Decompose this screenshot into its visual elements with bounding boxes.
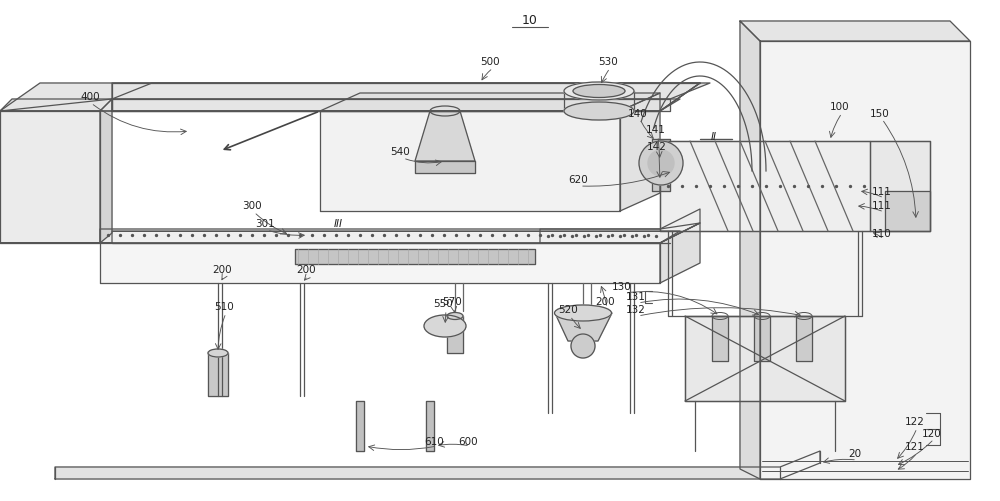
Polygon shape: [870, 142, 930, 231]
Polygon shape: [415, 112, 475, 162]
Text: 540: 540: [390, 147, 410, 157]
Text: 530: 530: [598, 57, 618, 67]
Polygon shape: [740, 22, 970, 42]
Polygon shape: [660, 142, 870, 231]
Polygon shape: [208, 353, 228, 396]
Polygon shape: [447, 316, 463, 353]
Text: 570: 570: [442, 297, 462, 307]
Text: 620: 620: [568, 175, 588, 185]
Polygon shape: [885, 191, 930, 231]
Polygon shape: [100, 100, 112, 243]
Circle shape: [639, 142, 683, 186]
Ellipse shape: [424, 315, 466, 337]
Text: 140: 140: [628, 109, 648, 119]
Circle shape: [648, 151, 674, 177]
Text: 500: 500: [480, 57, 500, 67]
Polygon shape: [652, 140, 670, 191]
Text: II: II: [711, 132, 717, 142]
Text: 150: 150: [870, 109, 890, 119]
Text: III: III: [334, 218, 342, 228]
Text: 550: 550: [433, 299, 453, 309]
Text: 111: 111: [872, 200, 892, 210]
Polygon shape: [712, 316, 728, 361]
Text: 131: 131: [626, 292, 646, 302]
Polygon shape: [564, 92, 634, 112]
Polygon shape: [295, 249, 535, 265]
Text: 120: 120: [922, 428, 942, 438]
Polygon shape: [112, 100, 670, 112]
Circle shape: [571, 334, 595, 358]
Text: 100: 100: [830, 102, 850, 112]
Text: 132: 132: [626, 305, 646, 314]
Ellipse shape: [564, 103, 634, 121]
Text: 200: 200: [212, 265, 232, 275]
Polygon shape: [555, 313, 612, 341]
Text: 141: 141: [646, 125, 666, 135]
Polygon shape: [540, 223, 700, 243]
Text: 130: 130: [612, 282, 632, 292]
Polygon shape: [100, 209, 700, 243]
Text: 300: 300: [242, 200, 262, 210]
Text: 510: 510: [214, 302, 234, 312]
Polygon shape: [796, 316, 812, 361]
Polygon shape: [620, 94, 660, 211]
Polygon shape: [55, 451, 820, 479]
Text: 122: 122: [905, 416, 925, 426]
Text: 301: 301: [255, 218, 275, 228]
Polygon shape: [740, 22, 760, 479]
Text: 400: 400: [80, 92, 100, 102]
Polygon shape: [415, 162, 475, 174]
Polygon shape: [754, 316, 770, 361]
Polygon shape: [0, 100, 112, 112]
Polygon shape: [426, 401, 434, 451]
Text: 142: 142: [647, 142, 667, 152]
Ellipse shape: [447, 313, 463, 320]
Ellipse shape: [573, 85, 625, 98]
Text: 20: 20: [848, 448, 862, 458]
Ellipse shape: [564, 83, 634, 101]
Polygon shape: [0, 112, 100, 243]
Polygon shape: [112, 84, 700, 112]
Text: 10: 10: [522, 14, 538, 27]
Polygon shape: [100, 243, 660, 284]
Polygon shape: [320, 94, 660, 112]
Polygon shape: [0, 100, 680, 112]
Text: 600: 600: [458, 436, 478, 446]
Text: 200: 200: [595, 297, 615, 307]
Polygon shape: [685, 316, 845, 401]
Polygon shape: [112, 84, 710, 100]
Polygon shape: [660, 223, 700, 284]
Polygon shape: [356, 401, 364, 451]
Polygon shape: [320, 112, 620, 211]
Ellipse shape: [208, 349, 228, 357]
Polygon shape: [760, 42, 970, 479]
Text: 610: 610: [424, 436, 444, 446]
Text: 200: 200: [296, 265, 316, 275]
Ellipse shape: [554, 306, 612, 321]
Polygon shape: [0, 231, 680, 243]
Text: 121: 121: [905, 441, 925, 451]
Text: 520: 520: [558, 305, 578, 314]
Polygon shape: [0, 84, 700, 112]
Text: 111: 111: [872, 187, 892, 196]
Text: 110: 110: [872, 228, 892, 238]
